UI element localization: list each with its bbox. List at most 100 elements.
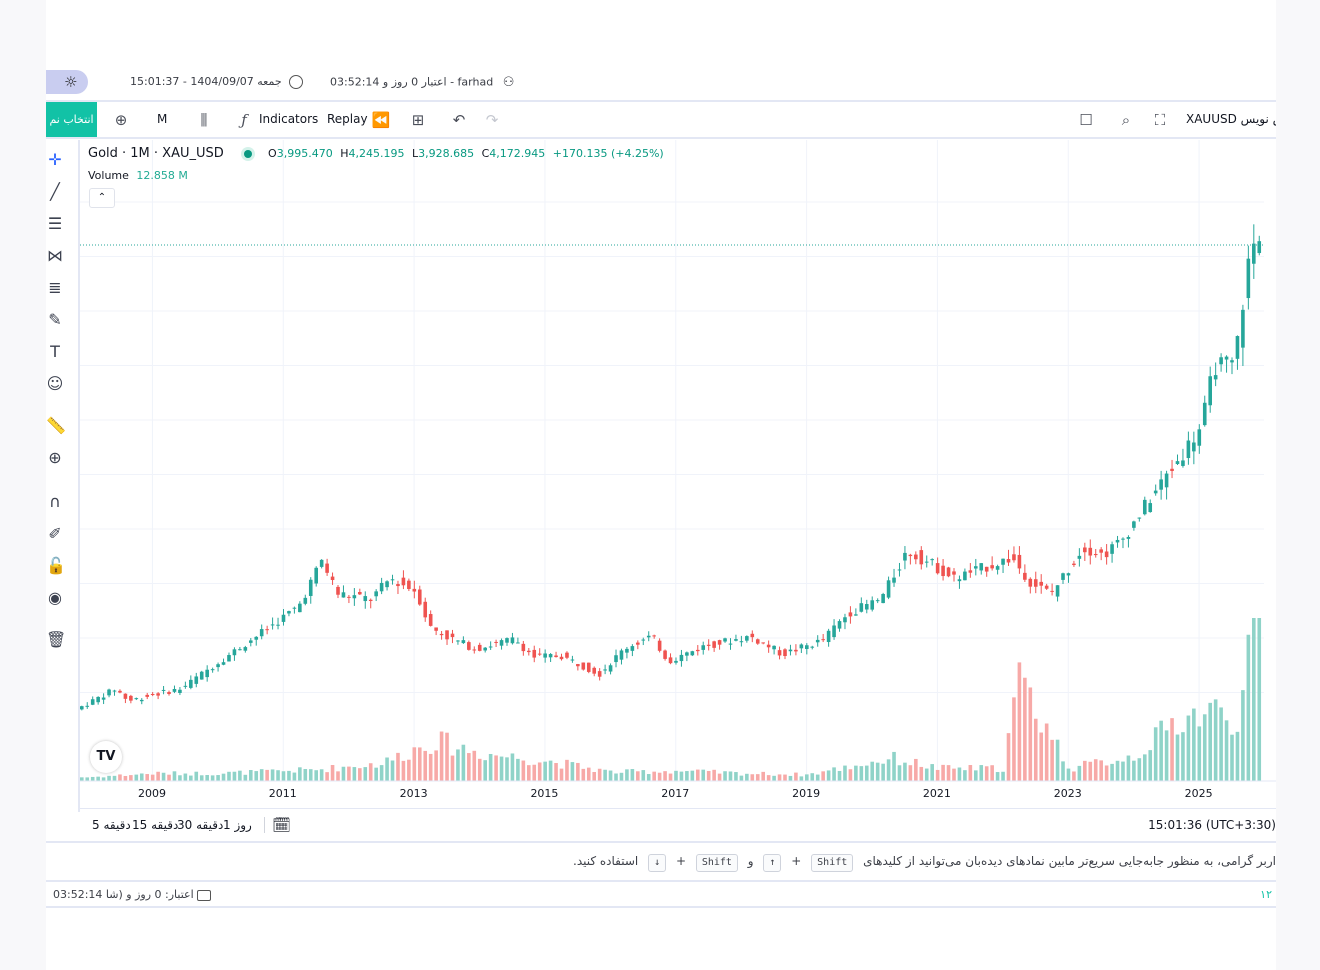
square-icon[interactable]: ☐ [1079, 111, 1093, 129]
candle-body [935, 563, 940, 574]
candle-body [308, 579, 313, 596]
volume-bar [243, 774, 248, 781]
text-icon[interactable]: T [50, 342, 60, 361]
interval-button[interactable]: M [157, 112, 168, 126]
volume-bar [330, 765, 335, 781]
lock-drawing-icon[interactable]: ✐ [48, 524, 62, 543]
range-30min[interactable]: 30 دقیقه [177, 818, 224, 832]
volume-bar [1219, 707, 1223, 781]
brush-icon[interactable]: ✎ [48, 310, 62, 329]
plus-sign-1: + [791, 854, 802, 868]
symbol-label[interactable]: XAUUSD پیش نویس [1186, 112, 1276, 126]
calendar-icon[interactable]: 🗓 [272, 816, 292, 834]
volume-bar [794, 772, 798, 781]
volume-bar [963, 770, 967, 781]
volume-bar [107, 775, 111, 781]
candle-body [1192, 442, 1196, 452]
candle-body [657, 640, 662, 651]
lock-icon[interactable]: 🔓 [46, 556, 66, 575]
volume-bar [1006, 733, 1011, 781]
quick-search-icon[interactable]: ⌕ [1121, 111, 1131, 129]
redo-icon[interactable]: ↷ [485, 111, 499, 129]
replay-button[interactable]: Replay [327, 112, 368, 126]
candle-body [990, 565, 994, 569]
candle-body [543, 653, 547, 658]
forecast-icon[interactable]: ≣ [48, 278, 62, 297]
candle-body [630, 646, 635, 651]
crosshair-icon[interactable]: ✛ [48, 150, 62, 169]
timezone-clock[interactable]: 15:01:36 (UTC+3:30) [1148, 818, 1276, 832]
candle-body [516, 642, 520, 644]
candle-body [123, 693, 128, 699]
theme-toggle-button[interactable]: ☼ [46, 70, 88, 94]
candle-body [85, 705, 90, 707]
candle-body [521, 643, 526, 652]
add-symbol-icon[interactable]: ⊕ [114, 111, 128, 129]
range-5min[interactable]: 5 دقیقه [92, 818, 131, 832]
function-icon[interactable]: ƒ [241, 111, 247, 129]
trash-icon[interactable]: 🗑 [46, 630, 67, 649]
volume-bar [194, 771, 199, 781]
eye-icon[interactable]: ◉ [48, 588, 62, 607]
volume-bar [859, 766, 864, 781]
emoji-icon[interactable]: ☺ [46, 374, 64, 393]
candle-body [1110, 544, 1114, 554]
candle-body [1126, 536, 1131, 539]
candle-body [374, 591, 378, 597]
volume-bar [123, 775, 128, 781]
range-15min[interactable]: 15 دقیقه [132, 818, 179, 832]
candle-body [1077, 555, 1082, 559]
x-tick-label: 2009 [138, 787, 166, 800]
select-symbol-button[interactable]: انتخاب نم [46, 102, 97, 137]
layout-grid-icon[interactable]: ⊞ [411, 111, 425, 129]
rewind-icon[interactable]: ⏪ [371, 111, 391, 129]
volume-bar [679, 771, 684, 781]
fib-lines-icon[interactable]: ☰ [47, 214, 63, 233]
candle-body [227, 655, 231, 662]
volume-bar [1241, 690, 1245, 781]
magnet-icon[interactable]: ∩ [49, 492, 61, 511]
zoom-in-icon[interactable]: ⊕ [48, 448, 62, 467]
candle-body [739, 641, 744, 643]
volume-bar [238, 770, 242, 781]
collapse-legend-button[interactable]: ⌃ [89, 188, 115, 208]
candle-body [330, 576, 335, 581]
candle-body [548, 654, 553, 658]
volume-bar [941, 764, 945, 781]
candle-body [674, 660, 678, 663]
undo-icon[interactable]: ↶ [452, 111, 466, 129]
candle-body [592, 667, 597, 674]
chart-legend: Gold · 1M · XAU_USD O3,995.470 H4,245.19… [88, 146, 664, 161]
pattern-icon[interactable]: ⋈ [47, 246, 63, 265]
candle-body [401, 577, 406, 586]
x-tick-label: 2011 [269, 787, 297, 800]
trend-line-icon[interactable]: ╱ [50, 182, 60, 201]
fullscreen-icon[interactable]: ⛶ [1154, 111, 1166, 129]
candle-body [554, 655, 558, 658]
ruler-icon[interactable]: 📏 [46, 416, 66, 435]
candle-body [385, 581, 389, 588]
open-label: O [268, 147, 277, 160]
candle-body [995, 566, 1000, 570]
volume-bar [581, 768, 586, 781]
hint-text-start: اربر گرامی، به منظور جابه‌جایی سریع‌تر م… [863, 854, 1276, 868]
candle-body [919, 550, 924, 565]
volume-bar [717, 773, 722, 781]
keyboard-hint: اربر گرامی، به منظور جابه‌جایی سریع‌تر م… [46, 848, 1276, 878]
volume-bar [254, 771, 259, 781]
volume-bar [723, 771, 727, 781]
volume-bar [308, 769, 313, 781]
divider [78, 140, 80, 812]
candle-body [903, 552, 907, 561]
volume-bar [1061, 761, 1065, 781]
candle-body [467, 642, 471, 650]
volume-bar [995, 772, 1000, 781]
candles-icon[interactable]: ⫼ [200, 111, 208, 129]
candle-body [641, 639, 646, 641]
price-chart[interactable]: 2009 2011 2013 2015 2017 2019 2021 2023 2025 [80, 140, 1276, 812]
range-1day[interactable]: 1 روز [223, 818, 252, 832]
volume-bar [930, 764, 934, 781]
volume-bar [1213, 699, 1218, 781]
indicators-button[interactable]: Indicators [259, 112, 319, 126]
divider [264, 817, 265, 833]
